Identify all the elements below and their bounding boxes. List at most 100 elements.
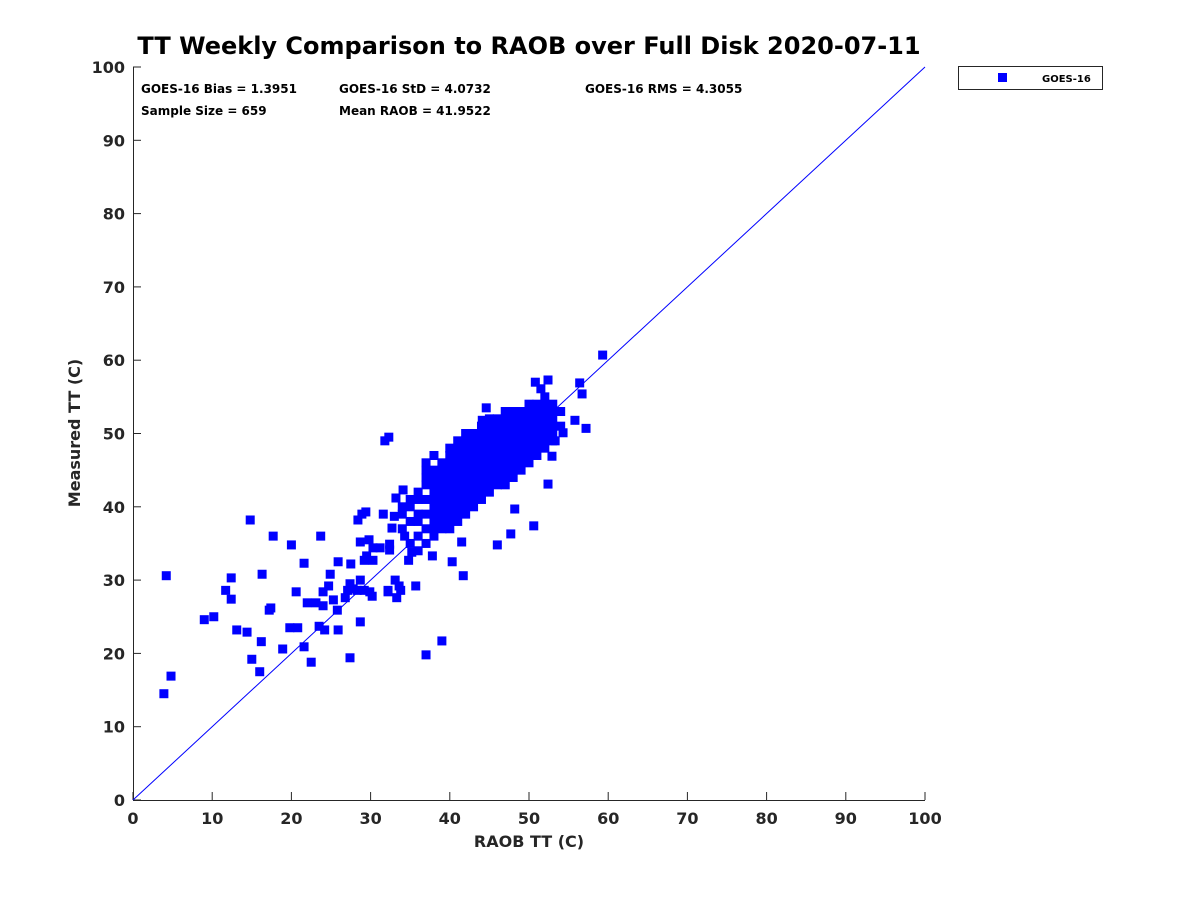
data-point	[476, 494, 486, 504]
data-point	[453, 480, 463, 490]
data-point	[285, 623, 295, 633]
y-tick-label: 20	[103, 644, 125, 663]
data-point	[484, 472, 494, 482]
data-point	[484, 421, 494, 431]
data-point	[437, 524, 447, 534]
data-point	[540, 436, 550, 446]
data-point	[461, 458, 471, 468]
data-point	[389, 511, 399, 521]
data-point	[461, 472, 471, 482]
data-point	[383, 587, 393, 597]
data-point	[500, 465, 510, 475]
data-point	[524, 421, 534, 431]
data-point	[476, 421, 486, 431]
data-point	[461, 494, 471, 504]
data-point	[548, 421, 558, 431]
data-point	[500, 450, 510, 460]
data-point	[320, 625, 330, 635]
data-point	[548, 429, 558, 438]
data-point	[364, 535, 374, 545]
data-point	[484, 480, 494, 490]
data-point	[361, 507, 371, 517]
data-point	[536, 384, 546, 394]
data-point	[355, 537, 365, 547]
data-point	[516, 450, 526, 460]
data-point	[516, 436, 526, 446]
data-point	[492, 443, 502, 453]
y-tick-label: 100	[92, 58, 125, 77]
data-point	[476, 458, 486, 468]
data-point	[477, 415, 487, 425]
data-point	[166, 671, 176, 681]
data-point	[508, 436, 518, 446]
data-point	[453, 450, 463, 460]
data-point	[343, 585, 353, 595]
data-point	[510, 504, 520, 514]
data-point	[469, 458, 479, 468]
data-point	[469, 450, 479, 460]
data-point	[500, 458, 510, 468]
data-point	[508, 429, 518, 438]
data-point	[508, 450, 518, 460]
data-point	[476, 436, 486, 446]
data-point	[367, 591, 377, 601]
data-point	[429, 480, 439, 490]
stat-rms: GOES-16 RMS = 4.3055	[585, 82, 742, 96]
data-point	[453, 465, 463, 475]
data-point	[427, 551, 437, 561]
data-point	[429, 494, 439, 504]
data-point	[413, 516, 423, 526]
x-tick-label: 70	[676, 809, 698, 828]
data-point	[445, 450, 455, 460]
data-point	[484, 487, 494, 497]
data-point	[476, 487, 486, 497]
data-point	[355, 575, 365, 585]
stat-bias: GOES-16 Bias = 1.3951	[141, 82, 297, 96]
data-point	[508, 458, 518, 468]
data-point	[316, 531, 326, 541]
legend-marker	[998, 73, 1007, 82]
y-tick-label: 80	[103, 205, 125, 224]
data-point	[516, 407, 526, 417]
data-point	[492, 472, 502, 482]
data-point	[397, 509, 407, 519]
data-point	[469, 472, 479, 482]
data-point	[516, 458, 526, 468]
data-point	[445, 443, 455, 453]
data-point	[302, 598, 312, 608]
data-point	[437, 494, 447, 504]
data-point	[453, 443, 463, 453]
data-point	[299, 642, 309, 652]
data-point	[508, 421, 518, 431]
data-point	[293, 623, 303, 633]
data-point	[445, 480, 455, 490]
data-point	[429, 524, 439, 534]
data-point	[398, 485, 408, 495]
data-point	[266, 603, 276, 613]
data-point	[516, 429, 526, 438]
data-point	[405, 538, 415, 548]
data-point	[453, 487, 463, 497]
data-point	[355, 617, 365, 627]
data-point	[575, 378, 585, 388]
data-point	[429, 509, 439, 519]
data-point	[445, 502, 455, 512]
data-point	[458, 571, 468, 581]
data-point	[445, 465, 455, 475]
data-point	[481, 403, 491, 413]
data-point	[524, 414, 534, 424]
data-point	[325, 569, 335, 579]
data-point	[476, 429, 486, 438]
data-point	[445, 487, 455, 497]
data-point	[476, 450, 486, 460]
data-point	[492, 436, 502, 446]
data-point	[540, 399, 550, 409]
data-point	[453, 472, 463, 482]
data-point	[581, 423, 591, 433]
data-point	[437, 636, 447, 646]
data-point	[257, 569, 267, 579]
y-tick-label: 10	[103, 718, 125, 737]
data-point	[232, 625, 242, 635]
data-point	[421, 650, 431, 660]
